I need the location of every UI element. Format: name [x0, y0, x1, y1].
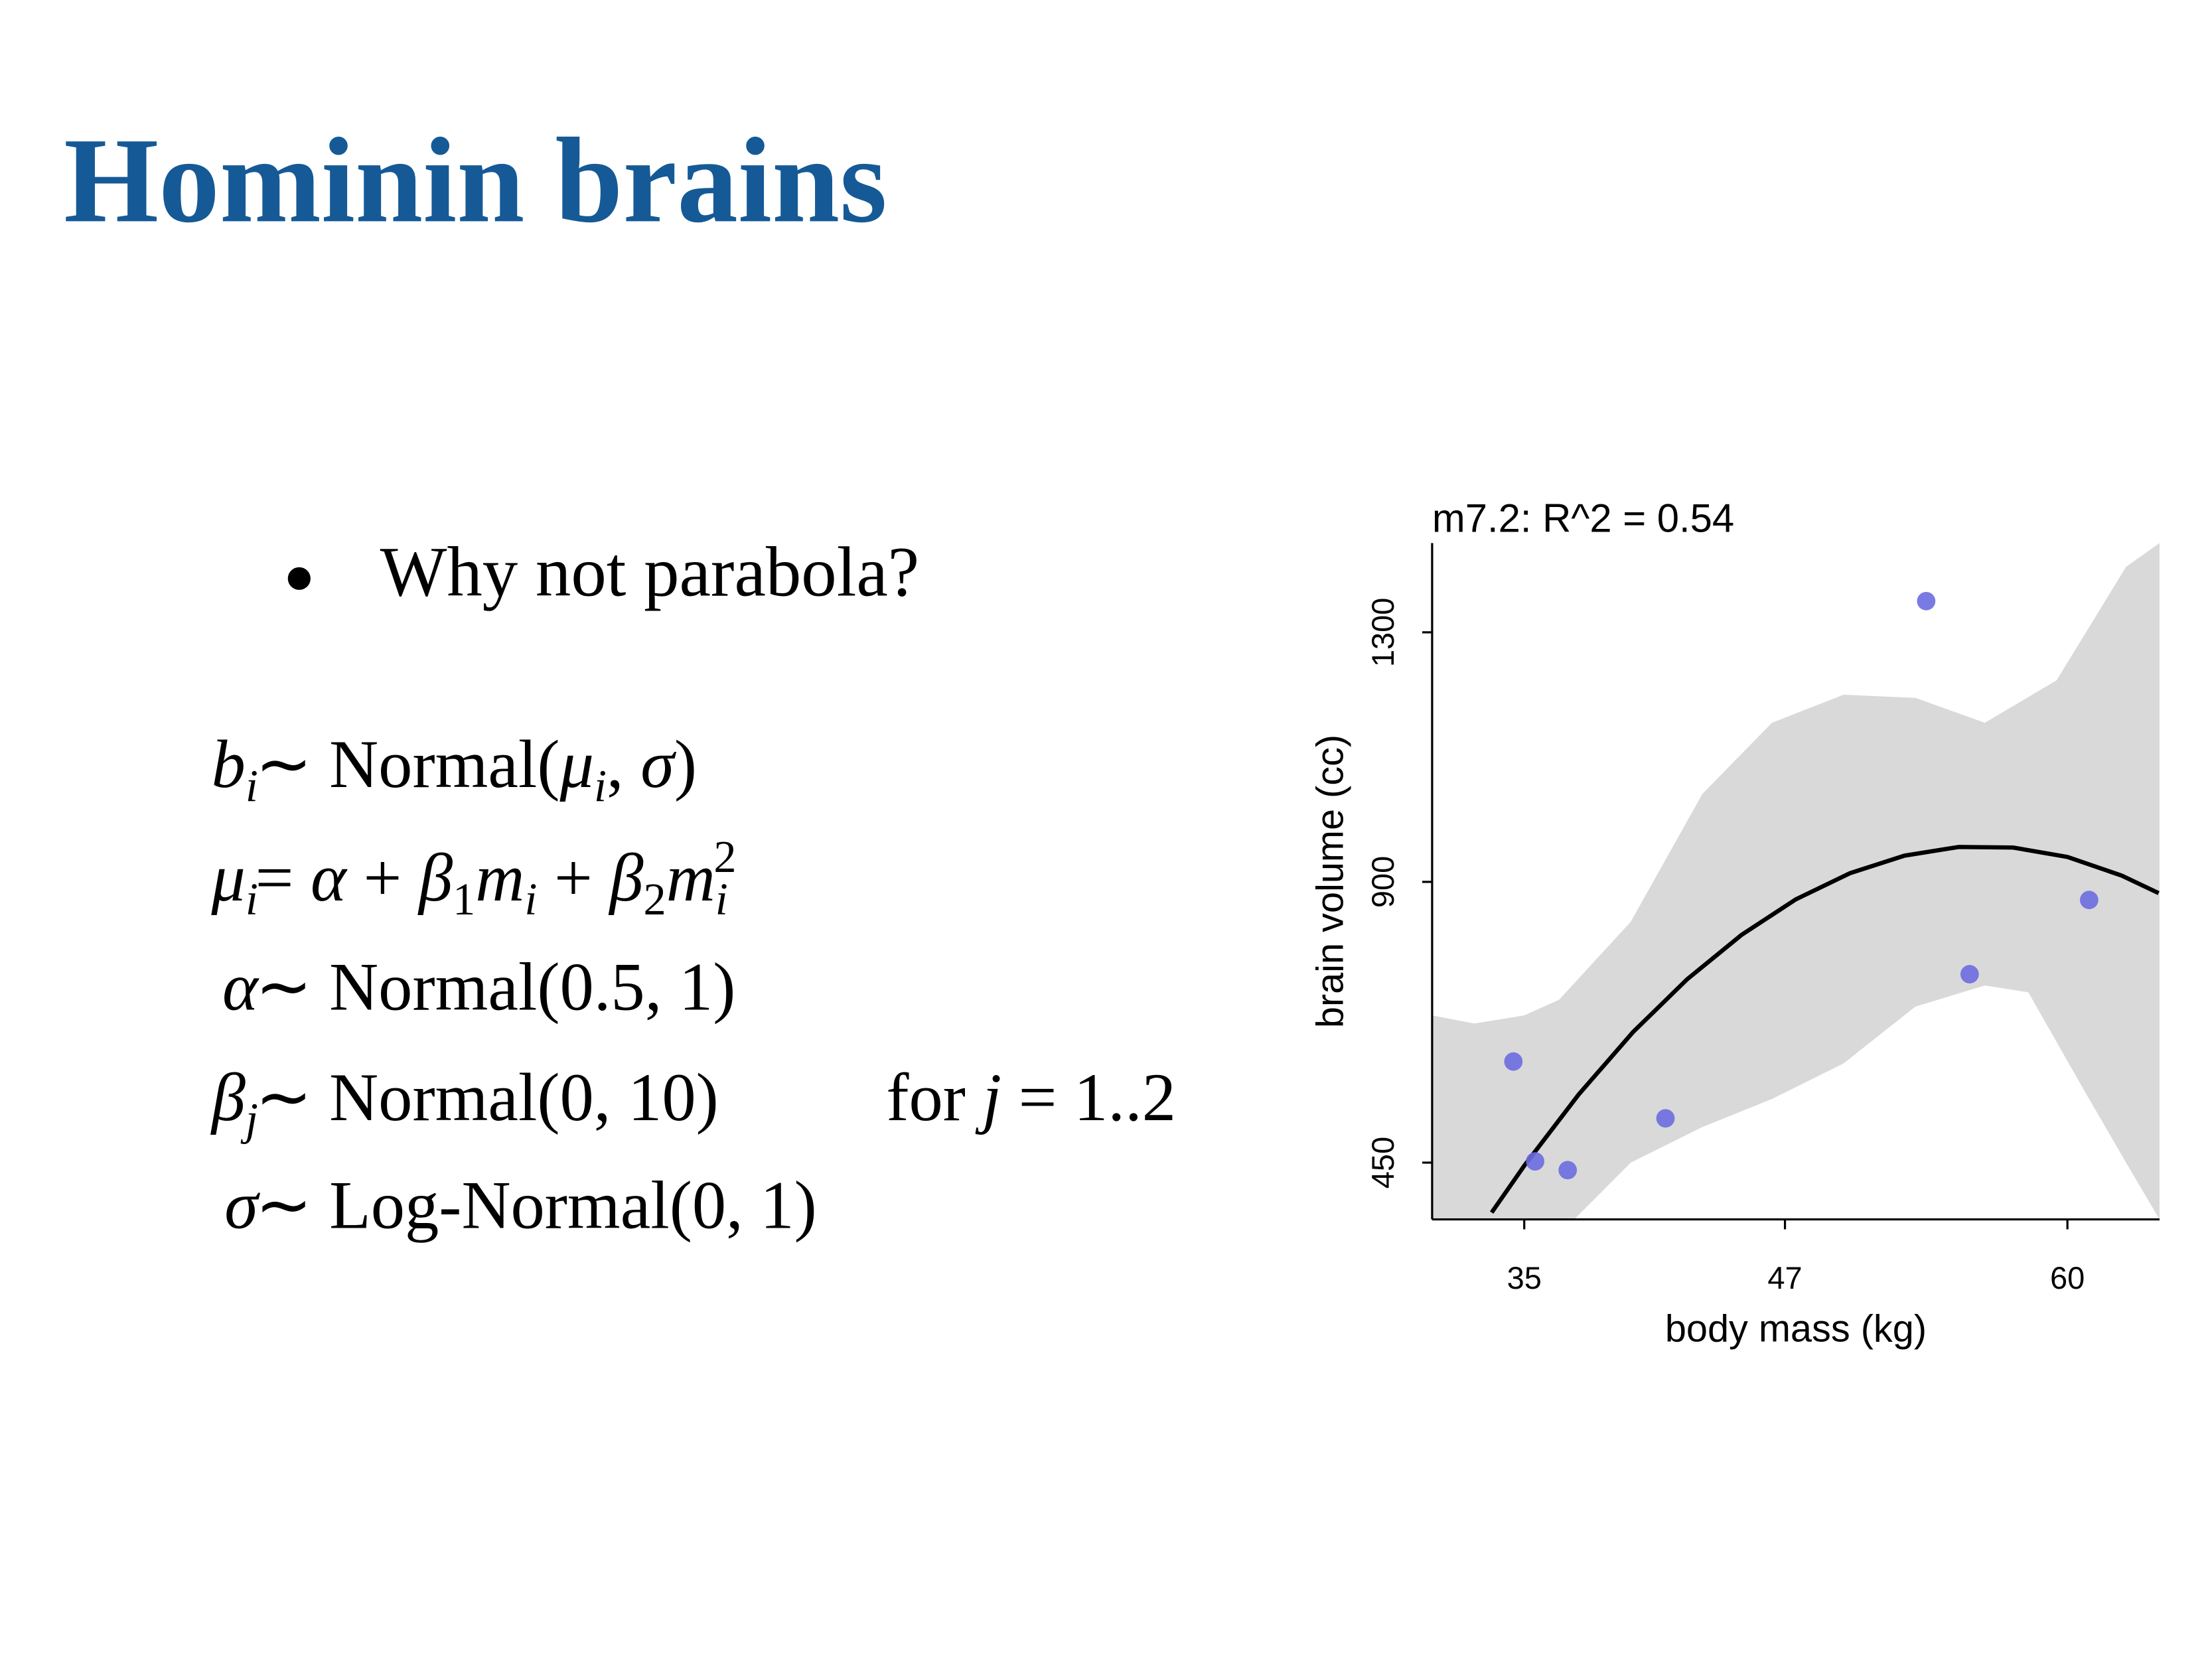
bullet-dot: [287, 567, 311, 590]
point: [1656, 1109, 1675, 1128]
equation-note: for j = 1..2: [886, 1060, 1176, 1135]
equation-rhs: ∼ Normal(0.5, 1): [256, 950, 736, 1025]
equation-part: 2: [644, 874, 666, 924]
equation-part: 1: [453, 874, 475, 924]
equation-part: 2: [713, 831, 736, 882]
equation-lhs: bi: [212, 727, 258, 811]
slide-title: Hominin brains: [64, 112, 887, 248]
equation-part: b: [212, 727, 246, 802]
equation-part: β: [608, 841, 643, 916]
equation-part: μ: [210, 841, 245, 916]
equation-part: σ: [640, 727, 676, 802]
equation-part: m: [475, 841, 524, 916]
equation-part: ∼ Normal(0.5, 1): [256, 950, 736, 1025]
equation-part: =: [256, 841, 311, 916]
point: [1526, 1152, 1544, 1171]
equation-part: +: [537, 841, 609, 916]
equation-rhs: ∼ Normal(0, 10): [256, 1060, 719, 1135]
equation-rhs: ∼ Normal(μi, σ): [256, 727, 697, 811]
y-tick-label: 1300: [1365, 598, 1400, 668]
equation-part: ∼ Normal(0, 10): [256, 1060, 719, 1135]
equation-lhs: μi: [210, 841, 258, 924]
equation-rhs: = α + β1mi + β2mi2: [256, 831, 737, 924]
equation-part: for: [886, 1060, 982, 1135]
equation-part: σ: [224, 1168, 260, 1243]
y-tick-label: 900: [1365, 856, 1400, 908]
y-axis-label: brain volume (cc): [1309, 735, 1351, 1028]
equation-part: +: [346, 841, 419, 916]
x-tick-label: 60: [2050, 1260, 2085, 1295]
equation-lhs: σ: [224, 1168, 260, 1243]
equation-rhs: ∼ Log-Normal(0, 1): [256, 1168, 817, 1243]
mean-line: [1489, 845, 2160, 1214]
point: [1917, 591, 1936, 611]
interval-band: [1432, 543, 2160, 1220]
equation-part: ∼ Log-Normal(0, 1): [256, 1168, 817, 1243]
chart: 450 900 1300 35 47 60 m7.2: R^2 = 0.54 body mas…: [1309, 496, 2160, 1350]
equation-part: i: [594, 760, 607, 811]
x-tick-label: 35: [1507, 1260, 1542, 1295]
equation-part: i: [524, 874, 537, 924]
equation-part: ∼ Normal(: [256, 727, 560, 802]
equation-part: β: [417, 841, 453, 916]
chart-title: m7.2: R^2 = 0.54: [1432, 496, 1734, 540]
point: [1504, 1052, 1523, 1071]
equation-lhs: βj: [210, 1060, 258, 1144]
equation-part: α: [311, 841, 348, 916]
equations: bi ∼ Normal(μi, σ)μi = α + β1mi + β2mi2α…: [210, 727, 1176, 1243]
equation-part: = 1..2: [1001, 1060, 1176, 1135]
equation-lhs: α: [222, 950, 259, 1025]
equation-part: ): [674, 727, 697, 802]
equation-part: i: [246, 760, 258, 811]
bullet-text: Why not parabola?: [380, 533, 920, 611]
x-tick-label: 47: [1767, 1260, 1802, 1295]
y-tick-label: 450: [1365, 1137, 1400, 1189]
equation-part: α: [222, 950, 259, 1025]
point: [1960, 965, 1979, 983]
equation-part: m: [666, 841, 715, 916]
equation-part: i: [715, 874, 728, 924]
equation-part: μ: [559, 727, 594, 802]
point: [2079, 891, 2099, 910]
x-axis-label: body mass (kg): [1665, 1307, 1927, 1350]
point: [1558, 1161, 1578, 1180]
equation-part: ,: [607, 727, 640, 802]
equation-part: β: [210, 1060, 246, 1135]
equation-part: i: [246, 874, 258, 924]
